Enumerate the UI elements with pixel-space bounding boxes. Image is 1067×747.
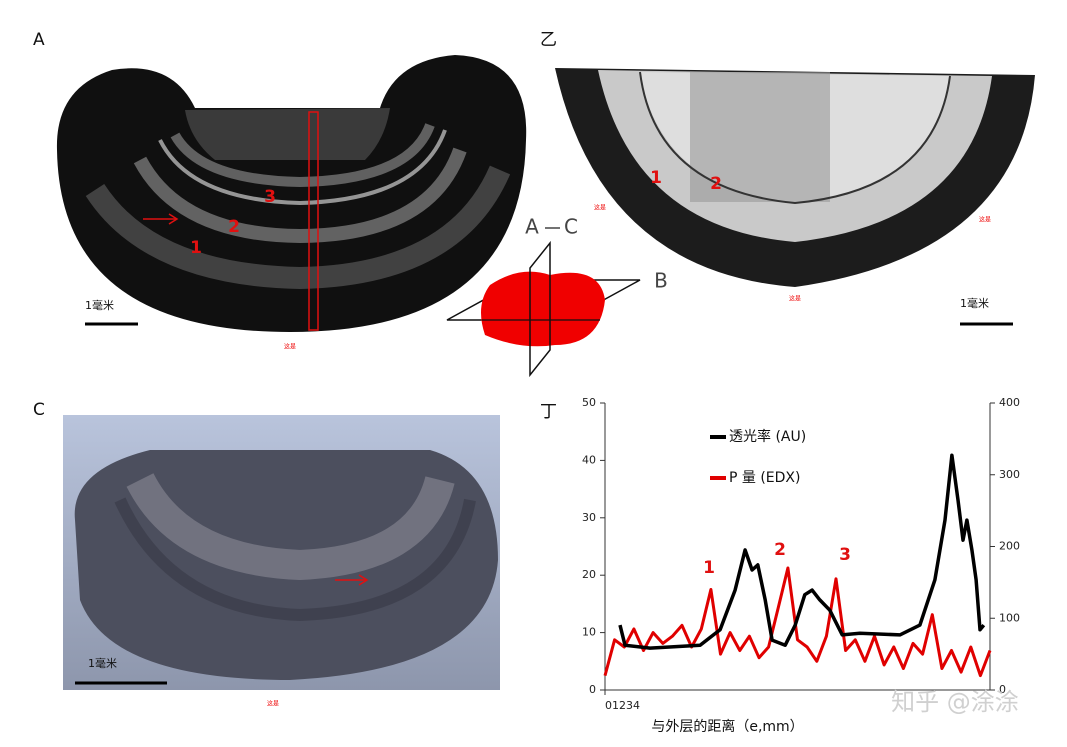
photo-texture (690, 72, 830, 202)
arrow-head (168, 213, 179, 225)
panel-label: 乙 (540, 30, 557, 50)
series-line (618, 453, 986, 650)
y2-tick-label: 0 (999, 683, 1006, 696)
photo-specimen (56, 55, 527, 332)
x-axis-label: 与外层的距离（e,mm） (651, 718, 803, 735)
y2-tick-label: 400 (999, 396, 1020, 409)
panel-label: 丁 (540, 402, 557, 422)
photo-ring (133, 147, 467, 244)
photo-ring (639, 71, 951, 205)
scale-label: 1毫米 (960, 296, 989, 310)
legend-label: 透光率 (AU) (729, 428, 806, 445)
y-tick-label: 50 (582, 396, 596, 409)
arrow-head (358, 574, 369, 586)
note: 这是 (789, 295, 801, 303)
note: 这是 (979, 216, 991, 224)
ring-number: 1 (650, 168, 662, 188)
x-tick-label: 01234 (605, 699, 640, 712)
panel-label: A (33, 30, 45, 50)
y-tick-label: 40 (582, 453, 596, 466)
photo-ring (126, 472, 455, 581)
orientation-diagram: A C B (446, 215, 668, 378)
ring-number: 3 (264, 187, 276, 207)
note: 这是 (594, 204, 606, 212)
photo-ring (114, 497, 476, 622)
plane (529, 240, 551, 378)
scale-label: 1毫米 (85, 298, 114, 312)
specimen-model (481, 271, 605, 347)
y2-tick-label: 300 (999, 468, 1020, 481)
y-tick-label: 10 (582, 626, 596, 639)
y-tick-label: 30 (582, 511, 596, 524)
legend-label: P 量 (EDX) (729, 470, 800, 486)
note: 这是 (267, 700, 279, 708)
note: 这是 (284, 343, 296, 351)
scale-label: 1毫米 (88, 656, 117, 670)
ring-number: 2 (228, 217, 240, 237)
photo-ring (85, 165, 511, 290)
ring-number: 1 (190, 238, 202, 258)
y2-tick-label: 100 (999, 611, 1020, 624)
plane-label: B (654, 269, 668, 293)
plane-label: C (564, 215, 578, 239)
panel-b: 乙 1 2 这是 这是 这是 1毫米 (540, 30, 1035, 326)
sample-column (308, 111, 319, 331)
ring-number: 2 (710, 174, 722, 194)
annotation: 2 (774, 540, 786, 560)
photo-face (185, 108, 390, 160)
y-tick-label: 20 (582, 568, 596, 581)
photo-ring (158, 129, 447, 206)
panel-a: A 1 2 3 1毫米 这是 (33, 30, 527, 351)
series-line (603, 566, 992, 678)
annotation: 3 (839, 545, 851, 565)
chart: 0 10 20 30 40 50 0 100 200 300 400 01234 与外层的距离（e,mm… (582, 396, 1020, 735)
photo-ring (170, 123, 435, 188)
y2-tick-label: 200 (999, 540, 1020, 553)
panel-c: C 1毫米 这是 (33, 400, 500, 708)
y-tick-label: 0 (589, 683, 596, 696)
panel-label: C (33, 400, 45, 420)
plane-label: A (525, 215, 539, 239)
annotation: 1 (703, 558, 715, 578)
watermark: 知乎 @涂涂 (891, 688, 1019, 716)
